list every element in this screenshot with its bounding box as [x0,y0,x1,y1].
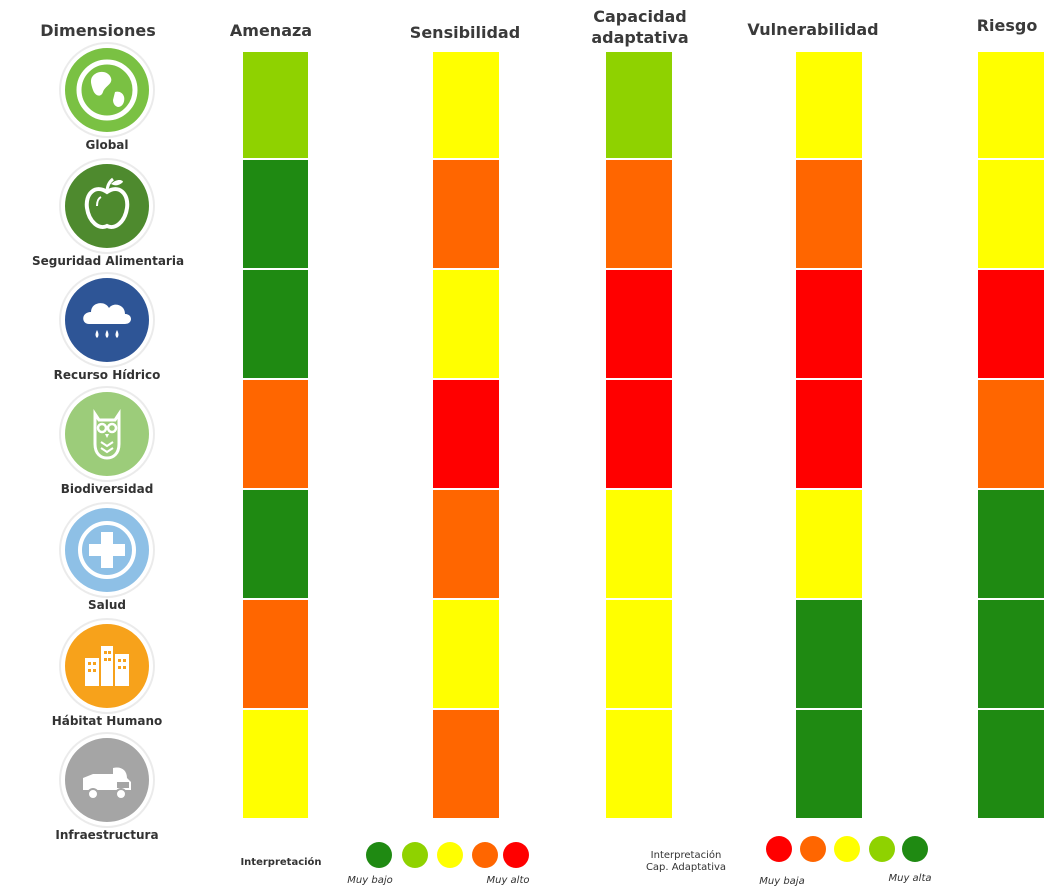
threat-cell-health [243,490,308,600]
sensitivity-cell-global [433,52,499,160]
vulnerability-cell-infrastructure [796,710,862,820]
header-adaptive-capacity-line2: adaptativa [591,28,689,47]
sensitivity-cell-infrastructure [433,710,499,820]
legend-cap-dot-dark-green [902,836,928,862]
dimension-health: Salud [32,504,182,612]
legend-dot-light-green [402,842,428,868]
globe-icon [61,44,153,136]
threat-cell-infrastructure [243,710,308,820]
dimension-label: Hábitat Humano [51,714,163,728]
header-risk: Riesgo [976,16,1038,35]
dimension-label: Global [85,138,129,152]
legend-low-label: Muy bajo [347,875,393,886]
truck-icon [61,734,153,826]
buildings-icon [61,620,153,712]
dimension-infrastructure: Infraestructura [32,734,182,842]
dimension-biodiversity: Biodiversidad [32,388,182,496]
sensitivity-cell-water-resource [433,270,499,380]
adaptive-capacity-cell-health [606,490,672,600]
vulnerability-cell-water-resource [796,270,862,380]
dimension-label: Seguridad Alimentaria [32,254,185,268]
legend-cap-dot-red [766,836,792,862]
legend-cap-dot-light-green [869,836,895,862]
threat-cell-water-resource [243,270,308,380]
sensitivity-cell-biodiversity [433,380,499,490]
legend-high-label: Muy alto [486,875,530,886]
dimension-global: Global [32,44,182,152]
adaptive-capacity-cell-biodiversity [606,380,672,490]
header-sensitivity: Sensibilidad [409,23,521,42]
adaptive-capacity-cell-global [606,52,672,160]
threat-cell-biodiversity [243,380,308,490]
threat-cell-human-habitat [243,600,308,710]
legend-dot-red [503,842,529,868]
legend-interpretation-label: Interpretación [240,857,322,868]
legend-cap-dot-yellow [834,836,860,862]
legend-dot-yellow [437,842,463,868]
sensitivity-cell-health [433,490,499,600]
owl-icon [61,388,153,480]
dimension-label: Salud [88,598,126,612]
dimension-label: Recurso Hídrico [53,368,161,382]
rain-cloud-icon [61,274,153,366]
dimension-label: Biodiversidad [60,482,154,496]
dimension-label: Infraestructura [55,828,159,842]
risk-cell-food-security [978,160,1044,270]
adaptive-capacity-cell-water-resource [606,270,672,380]
adaptive-capacity-cell-food-security [606,160,672,270]
dimension-human-habitat: Hábitat Humano [32,620,182,728]
header-vulnerability: Vulnerabilidad [747,20,879,39]
header-dimensions: Dimensiones [40,21,156,40]
risk-cell-infrastructure [978,710,1044,820]
vulnerability-cell-human-habitat [796,600,862,710]
adaptive-capacity-cell-infrastructure [606,710,672,820]
risk-cell-global [978,52,1044,160]
risk-cell-biodiversity [978,380,1044,490]
sensitivity-cell-human-habitat [433,600,499,710]
risk-cell-water-resource [978,270,1044,380]
legend-cap-label-line2: Cap. Adaptativa [645,862,727,873]
adaptive-capacity-cell-human-habitat [606,600,672,710]
apple-icon [61,160,153,252]
header-adaptive-capacity-line1: Capacidad [593,7,687,26]
legend-cap-low-label: Muy baja [759,876,805,887]
vulnerability-cell-food-security [796,160,862,270]
sensitivity-cell-food-security [433,160,499,270]
legend-cap-label: Interpretación Cap. Adaptativa [626,850,746,874]
header-adaptive-capacity: Capacidad adaptativa [560,6,720,48]
legend-cap-dot-orange [800,836,826,862]
vulnerability-cell-biodiversity [796,380,862,490]
legend-cap-high-label: Muy alta [888,873,932,884]
dimension-food-security: Seguridad Alimentaria [32,160,185,268]
vulnerability-cell-global [796,52,862,160]
threat-cell-food-security [243,160,308,270]
threat-cell-global [243,52,308,160]
health-cross-icon [61,504,153,596]
legend-cap-label-line1: Interpretación [650,850,722,861]
risk-cell-human-habitat [978,600,1044,710]
dimension-water-resource: Recurso Hídrico [32,274,182,382]
header-threat: Amenaza [229,21,313,40]
legend-dot-dark-green [366,842,392,868]
legend-dot-orange [472,842,498,868]
vulnerability-cell-health [796,490,862,600]
risk-cell-health [978,490,1044,600]
